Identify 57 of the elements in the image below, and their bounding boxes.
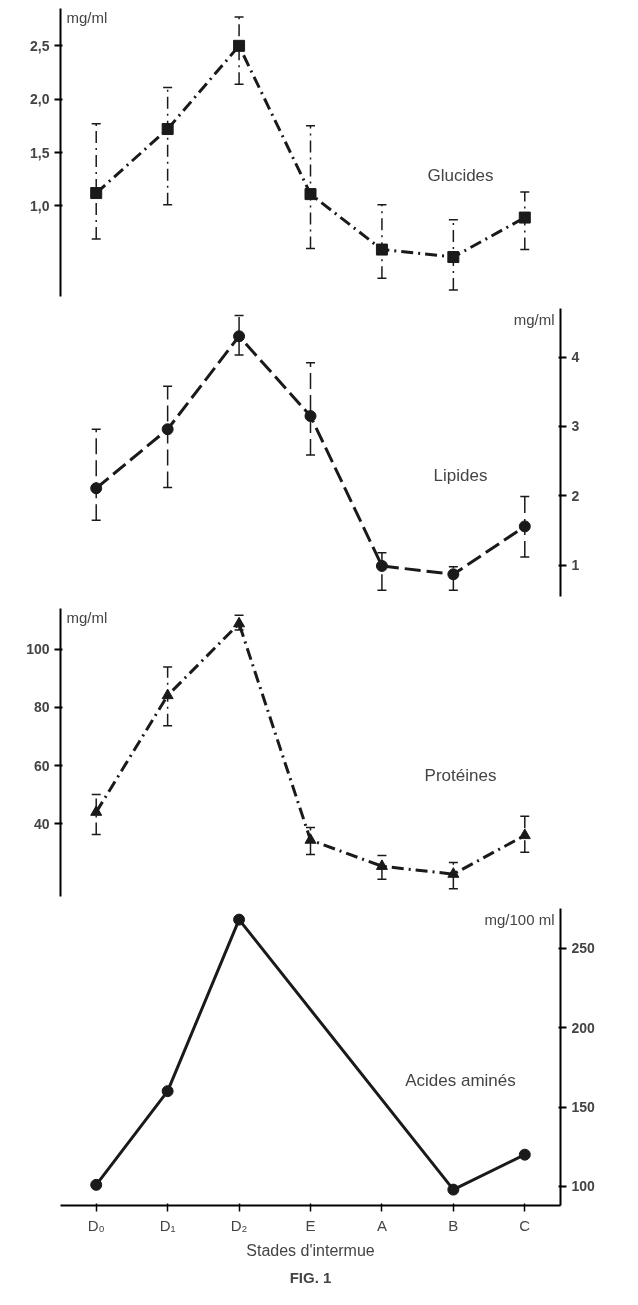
point: [447, 568, 460, 581]
point: [304, 188, 317, 201]
point: [161, 688, 174, 700]
y-tick-label: 100: [26, 641, 50, 658]
point: [447, 251, 460, 264]
text: Lipides: [433, 466, 488, 486]
point: [90, 482, 103, 495]
point: [447, 867, 460, 878]
y-axis-title: mg/ml: [513, 310, 555, 328]
point: [375, 243, 388, 256]
y-tick-label: 2: [571, 487, 580, 504]
point: [375, 559, 388, 572]
y-tick-label: 3: [571, 418, 580, 435]
y2-tick-label: 200: [571, 1019, 596, 1036]
y-tick-label: 80: [33, 699, 50, 716]
point: [375, 859, 388, 870]
y-tick-label: 1,0: [30, 197, 50, 214]
y-tick-label: 1,5: [30, 144, 50, 161]
point: [518, 1148, 531, 1161]
point: [233, 330, 246, 343]
point: [90, 1178, 103, 1191]
y-tick-label: 2,0: [30, 91, 50, 108]
x-tick-label: B: [448, 1216, 459, 1234]
x-tick-label: E: [305, 1216, 316, 1234]
point: [518, 520, 531, 533]
y2-tick-label: 250: [571, 940, 596, 957]
y-axis-title: mg/100 ml: [484, 910, 555, 928]
point: [161, 423, 174, 436]
point: [304, 833, 317, 844]
y-tick-label: 40: [33, 815, 50, 832]
point: [90, 187, 103, 200]
x-tick-label: D₀: [87, 1216, 105, 1234]
point: [161, 123, 174, 136]
point: [161, 1085, 174, 1098]
x-tick-label: D₂: [230, 1216, 248, 1234]
point: [233, 39, 246, 52]
point: [447, 1183, 460, 1196]
point: [233, 913, 246, 926]
y-tick-label: 1: [571, 557, 580, 574]
point: [518, 828, 531, 840]
text: Protéines: [424, 766, 497, 786]
y-axis-title: mg/ml: [66, 608, 108, 626]
point: [518, 211, 531, 224]
point: [304, 410, 317, 423]
text: Acides aminés: [405, 1071, 516, 1091]
y2-tick-label: 150: [571, 1099, 596, 1116]
y-tick-label: 4: [571, 349, 580, 366]
y-tick-label: 60: [33, 757, 50, 774]
caption: FIG. 1: [289, 1268, 332, 1286]
y-axis-title: mg/ml: [66, 8, 108, 26]
x-tick-label: A: [376, 1216, 387, 1234]
x-axis-title: Stades d'intermue: [246, 1241, 375, 1259]
x-tick-label: D₁: [159, 1216, 176, 1234]
point: [90, 805, 103, 816]
text: Glucides: [427, 166, 494, 186]
y-tick-label: 2,5: [30, 37, 50, 54]
x-tick-label: C: [519, 1216, 531, 1234]
